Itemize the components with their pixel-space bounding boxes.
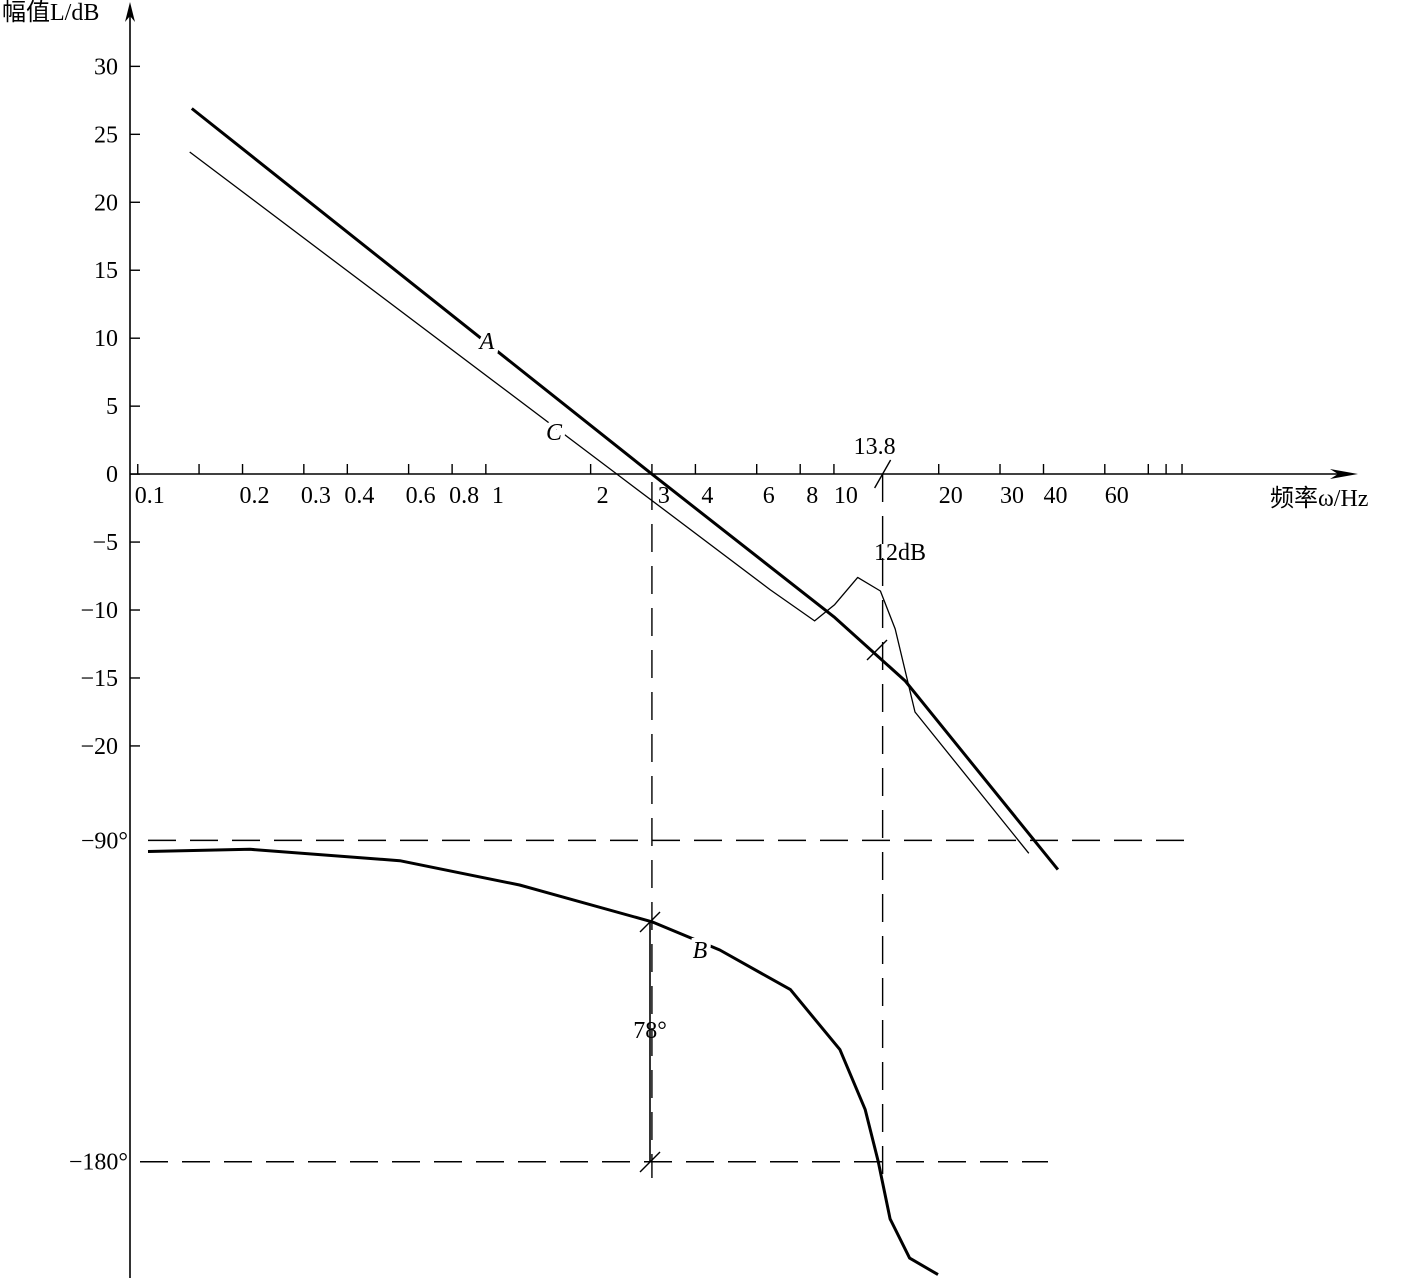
x-tick-label: 3 — [658, 483, 670, 509]
x-tick-label: 0.3 — [301, 483, 331, 509]
y-tick-label: −20 — [80, 734, 118, 760]
x-tick-label: 0.4 — [344, 483, 374, 509]
y2-tick-label: −180° — [69, 1150, 128, 1176]
y-tick-label: −5 — [92, 530, 118, 556]
x-axis-arrow — [1330, 469, 1358, 479]
x-tick-label: 40 — [1044, 483, 1068, 509]
series-label: C — [546, 420, 563, 446]
crossover-tick — [874, 459, 892, 489]
cross-mark — [866, 639, 888, 661]
x-tick-label: 1 — [492, 483, 504, 509]
annotation: 12dB — [874, 540, 926, 566]
x-tick-label: 30 — [1000, 483, 1024, 509]
y-tick-label: −15 — [80, 666, 118, 692]
y-tick-label: −10 — [80, 598, 118, 624]
y-tick-label: 15 — [94, 258, 118, 284]
y-tick-label: 25 — [94, 122, 118, 148]
series-label: A — [478, 329, 495, 355]
x-tick-label: 10 — [834, 483, 858, 509]
cross-mark — [639, 1151, 661, 1173]
crossover-label: 13.8 — [854, 434, 896, 460]
y-tick-label: 30 — [94, 54, 118, 80]
y-tick-label: 20 — [94, 190, 118, 216]
series-label: B — [693, 938, 708, 964]
x-tick-label: 0.2 — [240, 483, 270, 509]
x-tick-label: 2 — [597, 483, 609, 509]
y-axis-label: 幅值L/dB — [2, 0, 99, 26]
series-line — [189, 151, 1030, 854]
series-line — [190, 107, 1060, 871]
x-axis-label: 频率ω/Hz — [1270, 485, 1368, 512]
x-tick-label: 0.6 — [406, 483, 436, 509]
x-tick-label: 8 — [806, 483, 818, 509]
x-tick-label: 6 — [763, 483, 775, 509]
x-tick-label: 0.8 — [449, 483, 479, 509]
series-line — [147, 847, 939, 1276]
y-tick-label: 10 — [94, 326, 118, 352]
y2-tick-label: −90° — [81, 828, 128, 854]
y-tick-label: 0 — [106, 462, 118, 488]
x-tick-label: 4 — [701, 483, 713, 509]
x-tick-label: 60 — [1105, 483, 1129, 509]
x-tick-label: 0.1 — [135, 483, 165, 509]
y-axis-arrow — [125, 2, 135, 22]
y-tick-label: 5 — [106, 394, 118, 420]
x-tick-label: 20 — [939, 483, 963, 509]
